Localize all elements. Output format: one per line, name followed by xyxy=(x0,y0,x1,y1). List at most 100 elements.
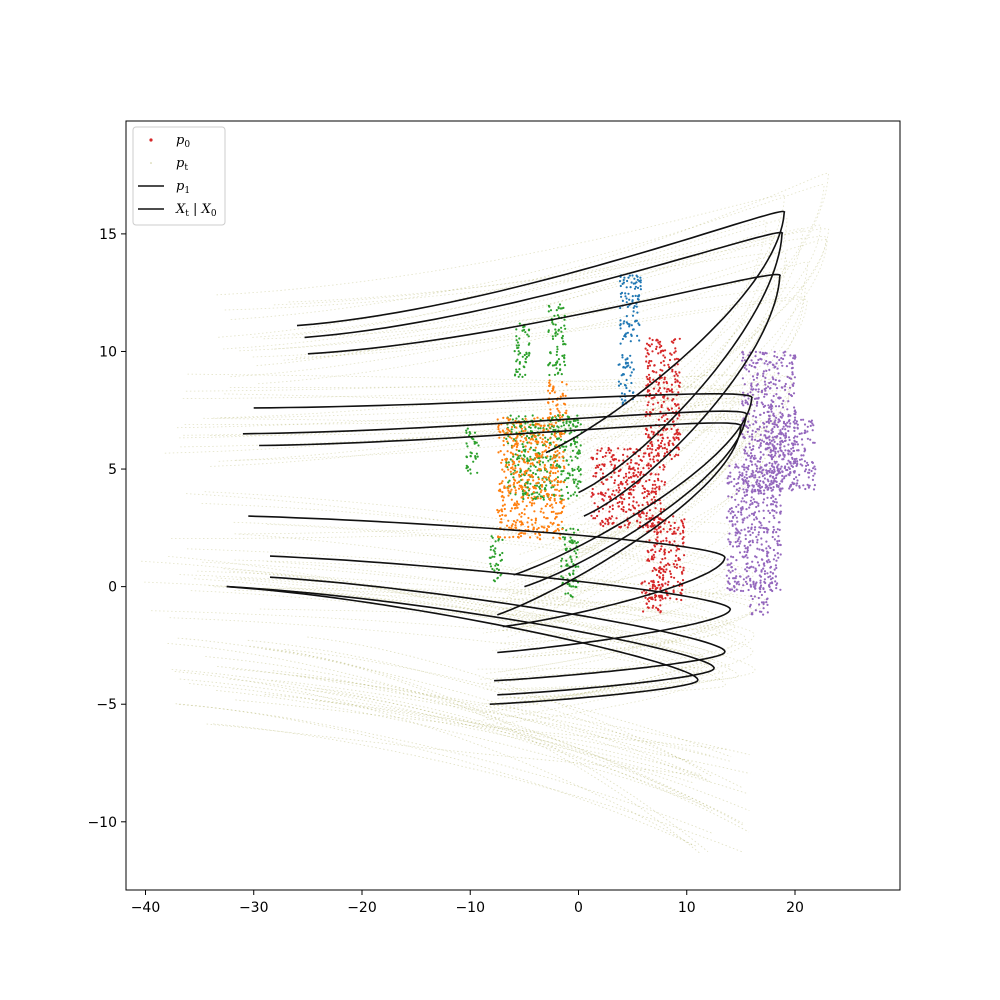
p0-point xyxy=(576,452,579,455)
p0-point xyxy=(623,399,626,402)
p0-point xyxy=(765,425,768,428)
p0-point xyxy=(758,520,761,523)
p0-point xyxy=(541,453,544,456)
p0-point xyxy=(564,448,567,451)
p0-point xyxy=(806,430,809,433)
p0-point xyxy=(667,521,671,524)
p0-point xyxy=(578,480,581,483)
p0-point xyxy=(735,482,738,486)
p0-point xyxy=(736,529,739,532)
p0-point xyxy=(761,472,764,475)
p0-point xyxy=(648,392,652,395)
p0-point xyxy=(548,392,552,395)
p0-point xyxy=(628,492,631,496)
p0-point xyxy=(743,491,746,494)
p0-point xyxy=(506,417,509,420)
p0-point xyxy=(646,389,650,392)
p0-point xyxy=(766,597,769,600)
p0-point xyxy=(552,536,555,539)
p0-point xyxy=(501,468,504,471)
p0-point xyxy=(659,410,662,413)
p0-point xyxy=(527,450,530,453)
p0-point xyxy=(520,430,523,433)
p0-point xyxy=(575,485,578,488)
p0-point xyxy=(670,388,674,391)
p0-point xyxy=(747,370,751,373)
p0-point xyxy=(677,436,680,440)
p0-point xyxy=(577,469,581,473)
p0-point xyxy=(752,566,755,569)
p0-cluster-3 xyxy=(617,274,643,406)
p0-point xyxy=(527,525,530,529)
p0-point xyxy=(659,392,662,395)
p0-point xyxy=(788,467,792,470)
p0-point xyxy=(646,367,650,370)
p0-point xyxy=(619,327,622,330)
p0-point xyxy=(654,449,658,452)
y-tick-label: −10 xyxy=(87,815,117,831)
p0-point xyxy=(746,516,749,519)
p0-point xyxy=(771,462,774,465)
p0-point xyxy=(499,536,502,539)
p0-point xyxy=(735,545,739,548)
p0-point xyxy=(779,490,782,493)
p0-point xyxy=(497,428,500,431)
p0-point xyxy=(620,291,624,294)
pt-trajectory xyxy=(249,645,701,854)
p0-point xyxy=(611,458,614,461)
p0-point xyxy=(549,474,552,477)
p0-point xyxy=(554,488,557,491)
p0-point xyxy=(790,452,793,455)
p0-point xyxy=(510,467,513,470)
p0-point xyxy=(765,360,768,363)
p0-point xyxy=(660,349,663,353)
p0-point xyxy=(491,544,494,548)
p0-point xyxy=(632,474,635,477)
p0-point xyxy=(531,414,534,417)
p0-point xyxy=(563,360,566,363)
p0-point xyxy=(552,386,555,389)
p0-point xyxy=(508,429,511,433)
p0-point xyxy=(659,502,662,505)
p0-point xyxy=(756,541,759,544)
p0-point xyxy=(663,565,666,568)
p0-point xyxy=(530,502,534,505)
p0-point xyxy=(612,489,615,492)
p0-point xyxy=(752,580,755,583)
p0-point xyxy=(769,419,772,423)
p0-point xyxy=(765,554,769,557)
p0-point xyxy=(617,447,620,450)
p0-point xyxy=(651,606,654,609)
y-tick-label: 0 xyxy=(108,580,117,596)
p0-point xyxy=(556,483,559,486)
p0-point xyxy=(558,303,562,306)
p0-point xyxy=(763,527,767,530)
p0-point xyxy=(545,456,548,459)
p0-point xyxy=(548,423,551,426)
p0-point xyxy=(771,469,774,473)
p0-point xyxy=(621,354,624,357)
p0-point xyxy=(549,499,552,502)
p0-point xyxy=(505,459,508,462)
p0-point xyxy=(621,299,625,302)
p0-point xyxy=(501,538,504,542)
p0-point xyxy=(528,501,532,504)
p0-point xyxy=(591,491,594,494)
p0-point xyxy=(565,559,568,562)
p0-point xyxy=(571,467,574,470)
pt-trajectory xyxy=(273,224,822,466)
p0-point xyxy=(560,425,563,428)
p0-point xyxy=(517,463,520,466)
p0-point xyxy=(500,482,503,485)
p0-point xyxy=(654,473,657,476)
p0-point xyxy=(515,335,518,338)
p0-point xyxy=(769,565,773,569)
p0-point xyxy=(772,438,775,441)
p0-point xyxy=(778,494,781,497)
p0-point xyxy=(579,423,582,426)
p0-point xyxy=(778,396,781,399)
p0-point xyxy=(680,571,684,574)
p0-point xyxy=(597,492,600,495)
p0-point xyxy=(521,418,524,421)
p0-point xyxy=(630,381,633,385)
